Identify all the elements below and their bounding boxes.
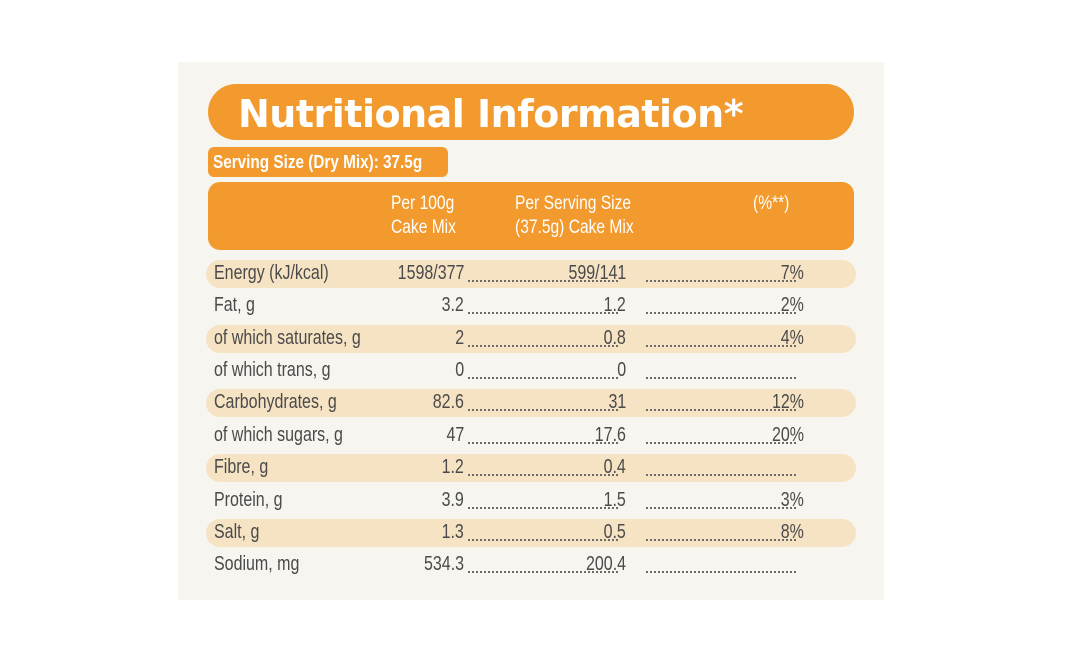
- per-serving-value: 0: [617, 359, 626, 381]
- per100-value: 3.2: [441, 294, 464, 316]
- nutrient-name: of which sugars, g: [214, 424, 343, 446]
- dot-leader: [468, 280, 618, 282]
- percent-value: 3%: [780, 489, 804, 511]
- nutrient-name: of which trans, g: [214, 359, 331, 381]
- percent-value: 7%: [780, 262, 804, 284]
- per-serving-value: 599/141: [568, 262, 626, 284]
- table-row: Salt, g 1.3 0.5 8%: [206, 519, 856, 547]
- per100-value: 3.9: [441, 489, 464, 511]
- table-row: Fibre, g 1.2 0.4: [206, 454, 856, 482]
- dot-leader: [468, 409, 618, 411]
- nutrient-name: Sodium, mg: [214, 553, 300, 575]
- column-header-per-serving: Per Serving Size (37.5g) Cake Mix: [515, 192, 634, 240]
- column-header-bar: Per 100g Cake Mix Per Serving Size (37.5…: [208, 182, 854, 250]
- column-header-serving-line2: (37.5g) Cake Mix: [515, 217, 634, 238]
- per100-value: 47: [446, 424, 464, 446]
- per100-value: 1.2: [441, 456, 464, 478]
- serving-size-text: Serving Size (Dry Mix): 37.5g: [213, 152, 423, 172]
- dot-leader: [646, 507, 796, 509]
- dot-leader: [646, 409, 796, 411]
- percent-value: 12%: [771, 391, 804, 413]
- percent-value: 8%: [780, 521, 804, 543]
- dot-leader: [468, 539, 618, 541]
- per100-value: 82.6: [432, 391, 464, 413]
- per100-value: 1598/377: [397, 262, 464, 284]
- dot-leader: [646, 377, 796, 379]
- nutrient-name: Salt, g: [214, 521, 260, 543]
- dot-leader: [468, 507, 618, 509]
- per100-value: 2: [455, 327, 464, 349]
- per-serving-value: 17.6: [594, 424, 626, 446]
- per-serving-value: 200.4: [585, 553, 626, 575]
- nutrient-name: Carbohydrates, g: [214, 391, 337, 413]
- per-serving-value: 0.4: [603, 456, 626, 478]
- dot-leader: [468, 345, 618, 347]
- nutrition-label: Nutritional Information* Serving Size (D…: [178, 62, 884, 600]
- table-row: Sodium, mg 534.3 200.4: [206, 551, 856, 579]
- table-row: of which trans, g 0 0: [206, 357, 856, 385]
- per-serving-value: 0.5: [603, 521, 626, 543]
- per100-value: 0: [455, 359, 464, 381]
- serving-size-tag: Serving Size (Dry Mix): 37.5g: [208, 147, 448, 177]
- per-serving-value: 1.2: [603, 294, 626, 316]
- nutrient-name: Energy (kJ/kcal): [214, 262, 329, 284]
- dot-leader: [646, 312, 796, 314]
- percent-value: 20%: [771, 424, 804, 446]
- percent-value: 4%: [780, 327, 804, 349]
- title-bar: Nutritional Information*: [208, 84, 854, 140]
- nutrient-name: Protein, g: [214, 489, 283, 511]
- dot-leader: [468, 377, 618, 379]
- dot-leader: [646, 345, 796, 347]
- column-header-serving-line1: Per Serving Size: [515, 193, 632, 214]
- per-serving-value: 1.5: [603, 489, 626, 511]
- label-title: Nutritional Information*: [238, 92, 744, 136]
- dot-leader: [468, 474, 618, 476]
- dot-leader: [646, 539, 796, 541]
- table-row: of which saturates, g 2 0.8 4%: [206, 325, 856, 353]
- nutrient-name: Fibre, g: [214, 456, 269, 478]
- dot-leader: [646, 442, 796, 444]
- per-serving-value: 31: [608, 391, 626, 413]
- per-serving-value: 0.8: [603, 327, 626, 349]
- nutrient-name: Fat, g: [214, 294, 255, 316]
- table-row: Protein, g 3.9 1.5 3%: [206, 487, 856, 515]
- table-row: Fat, g 3.2 1.2 2%: [206, 292, 856, 320]
- column-header-per100-line1: Per 100g: [391, 193, 455, 214]
- dot-leader: [646, 280, 796, 282]
- per100-value: 534.3: [423, 553, 464, 575]
- dot-leader: [468, 571, 618, 573]
- percent-value: 2%: [780, 294, 804, 316]
- column-header-per100: Per 100g Cake Mix: [391, 192, 456, 240]
- table-row: of which sugars, g 47 17.6 20%: [206, 422, 856, 450]
- column-header-percent: (%**): [753, 193, 790, 214]
- dot-leader: [468, 312, 618, 314]
- dot-leader: [468, 442, 618, 444]
- per100-value: 1.3: [441, 521, 464, 543]
- dot-leader: [646, 474, 796, 476]
- table-row: Energy (kJ/kcal) 1598/377 599/141 7%: [206, 260, 856, 288]
- table-row: Carbohydrates, g 82.6 31 12%: [206, 389, 856, 417]
- nutrient-name: of which saturates, g: [214, 327, 361, 349]
- dot-leader: [646, 571, 796, 573]
- column-header-per100-line2: Cake Mix: [391, 217, 456, 238]
